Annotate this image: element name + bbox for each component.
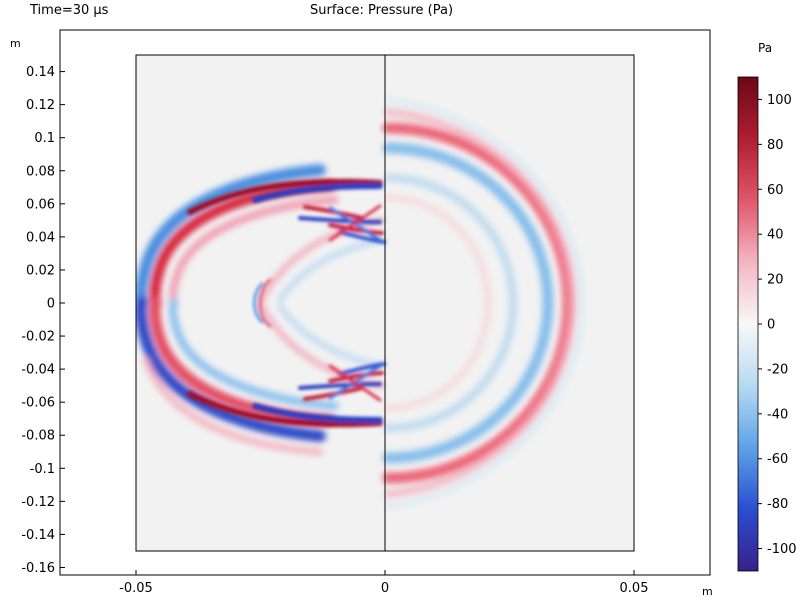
y-axis-unit: m [10, 37, 21, 50]
y-tick-label: 0.04 [26, 230, 55, 245]
y-tick-label: -0.16 [21, 561, 55, 576]
colorbar-tick-label: -60 [767, 452, 788, 467]
center-cusp-blue [253, 282, 264, 324]
y-tick-label: -0.1 [30, 462, 55, 477]
lower-cusp-blue-b [338, 362, 386, 376]
upper-band-darkblue [252, 183, 383, 203]
colorbar-tick-label: 80 [767, 138, 784, 153]
y-tick-label: -0.02 [21, 330, 55, 345]
wavefront-right-outer-pink [384, 108, 577, 498]
y-tick-label: -0.06 [21, 396, 55, 411]
lower-cusp-cross-b [328, 364, 382, 402]
plot-title: Surface: Pressure (Pa) [310, 3, 454, 18]
x-axis-unit: m [702, 585, 713, 598]
lower-cusp-blue-a [298, 382, 382, 390]
wavefront-left-upper-pink [168, 196, 339, 308]
colorbar [737, 76, 759, 572]
wavefront-right-inner-blue [384, 174, 517, 432]
lower-band-darkblue [252, 403, 383, 423]
pressure-field [136, 97, 585, 509]
colorbar-tick-label: 20 [767, 273, 784, 288]
y-tick-label: 0 [47, 297, 55, 312]
y-tick-label: 0.14 [26, 65, 55, 80]
wavefront-left-lower-lightblue [168, 298, 339, 410]
y-tick-label: 0.06 [26, 197, 55, 212]
upper-cusp-blue-a [298, 216, 382, 224]
x-tick-label: 0 [381, 581, 389, 596]
y-axis-ticks: 0.14 0.12 0.1 0.08 0.06 0.04 0.02 0 -0.02 -0.04 -0… [21, 65, 65, 576]
wavefront-right-outer-red [382, 122, 574, 484]
x-tick-label: -0.05 [119, 581, 153, 596]
wavefront-left-upper-blue [136, 164, 326, 310]
y-tick-label: 0.08 [26, 164, 55, 179]
center-cusp-red [258, 278, 272, 328]
colorbar-tick-label: -40 [767, 407, 788, 422]
time-label: Time=30 µs [30, 3, 109, 18]
x-tick-label: 0.05 [620, 581, 649, 596]
y-tick-label: -0.04 [21, 363, 55, 378]
colorbar-tick-label: -100 [767, 542, 797, 557]
colorbar-tick-label: -20 [767, 362, 788, 377]
wavefront-right-blue [382, 142, 554, 464]
y-tick-label: -0.08 [21, 429, 55, 444]
colorbar-unit: Pa [758, 41, 773, 55]
y-tick-label: -0.14 [21, 528, 55, 543]
wavefront-right-inner-pink [385, 195, 491, 411]
wavefront-left-lower-pink [142, 356, 324, 456]
inner-chevron-upper-blue [277, 237, 385, 303]
colorbar-tick-label: 0 [767, 318, 775, 333]
colorbar-tick-label: 40 [767, 228, 784, 243]
upper-cusp-blue-b [338, 230, 386, 244]
lower-cusp-red-b [328, 371, 384, 383]
inner-chevron-lower-blue [277, 303, 385, 369]
colorbar-tick-label: 100 [767, 93, 792, 108]
y-tick-label: 0.02 [26, 263, 55, 278]
inner-chevron-upper [259, 217, 385, 303]
upper-cusp-red-b [328, 223, 384, 235]
wavefront-right-faint-outer [385, 97, 585, 509]
y-tick-label: -0.12 [21, 495, 55, 510]
y-tick-label: 0.1 [34, 131, 55, 146]
colorbar-tick-label: -80 [767, 497, 788, 512]
inner-chevron-lower [259, 303, 385, 389]
wavefront-left-lower-blue [136, 296, 326, 442]
upper-band-darkred [187, 178, 383, 215]
lower-band-darkred [187, 391, 383, 428]
colorbar-ticks: 100 80 60 40 20 0 -20 -40 -60 -80 -100 [758, 93, 797, 557]
colorbar-tick-label: 60 [767, 183, 784, 198]
y-tick-label: 0.12 [26, 98, 55, 113]
upper-cusp-cross-b [328, 204, 382, 242]
